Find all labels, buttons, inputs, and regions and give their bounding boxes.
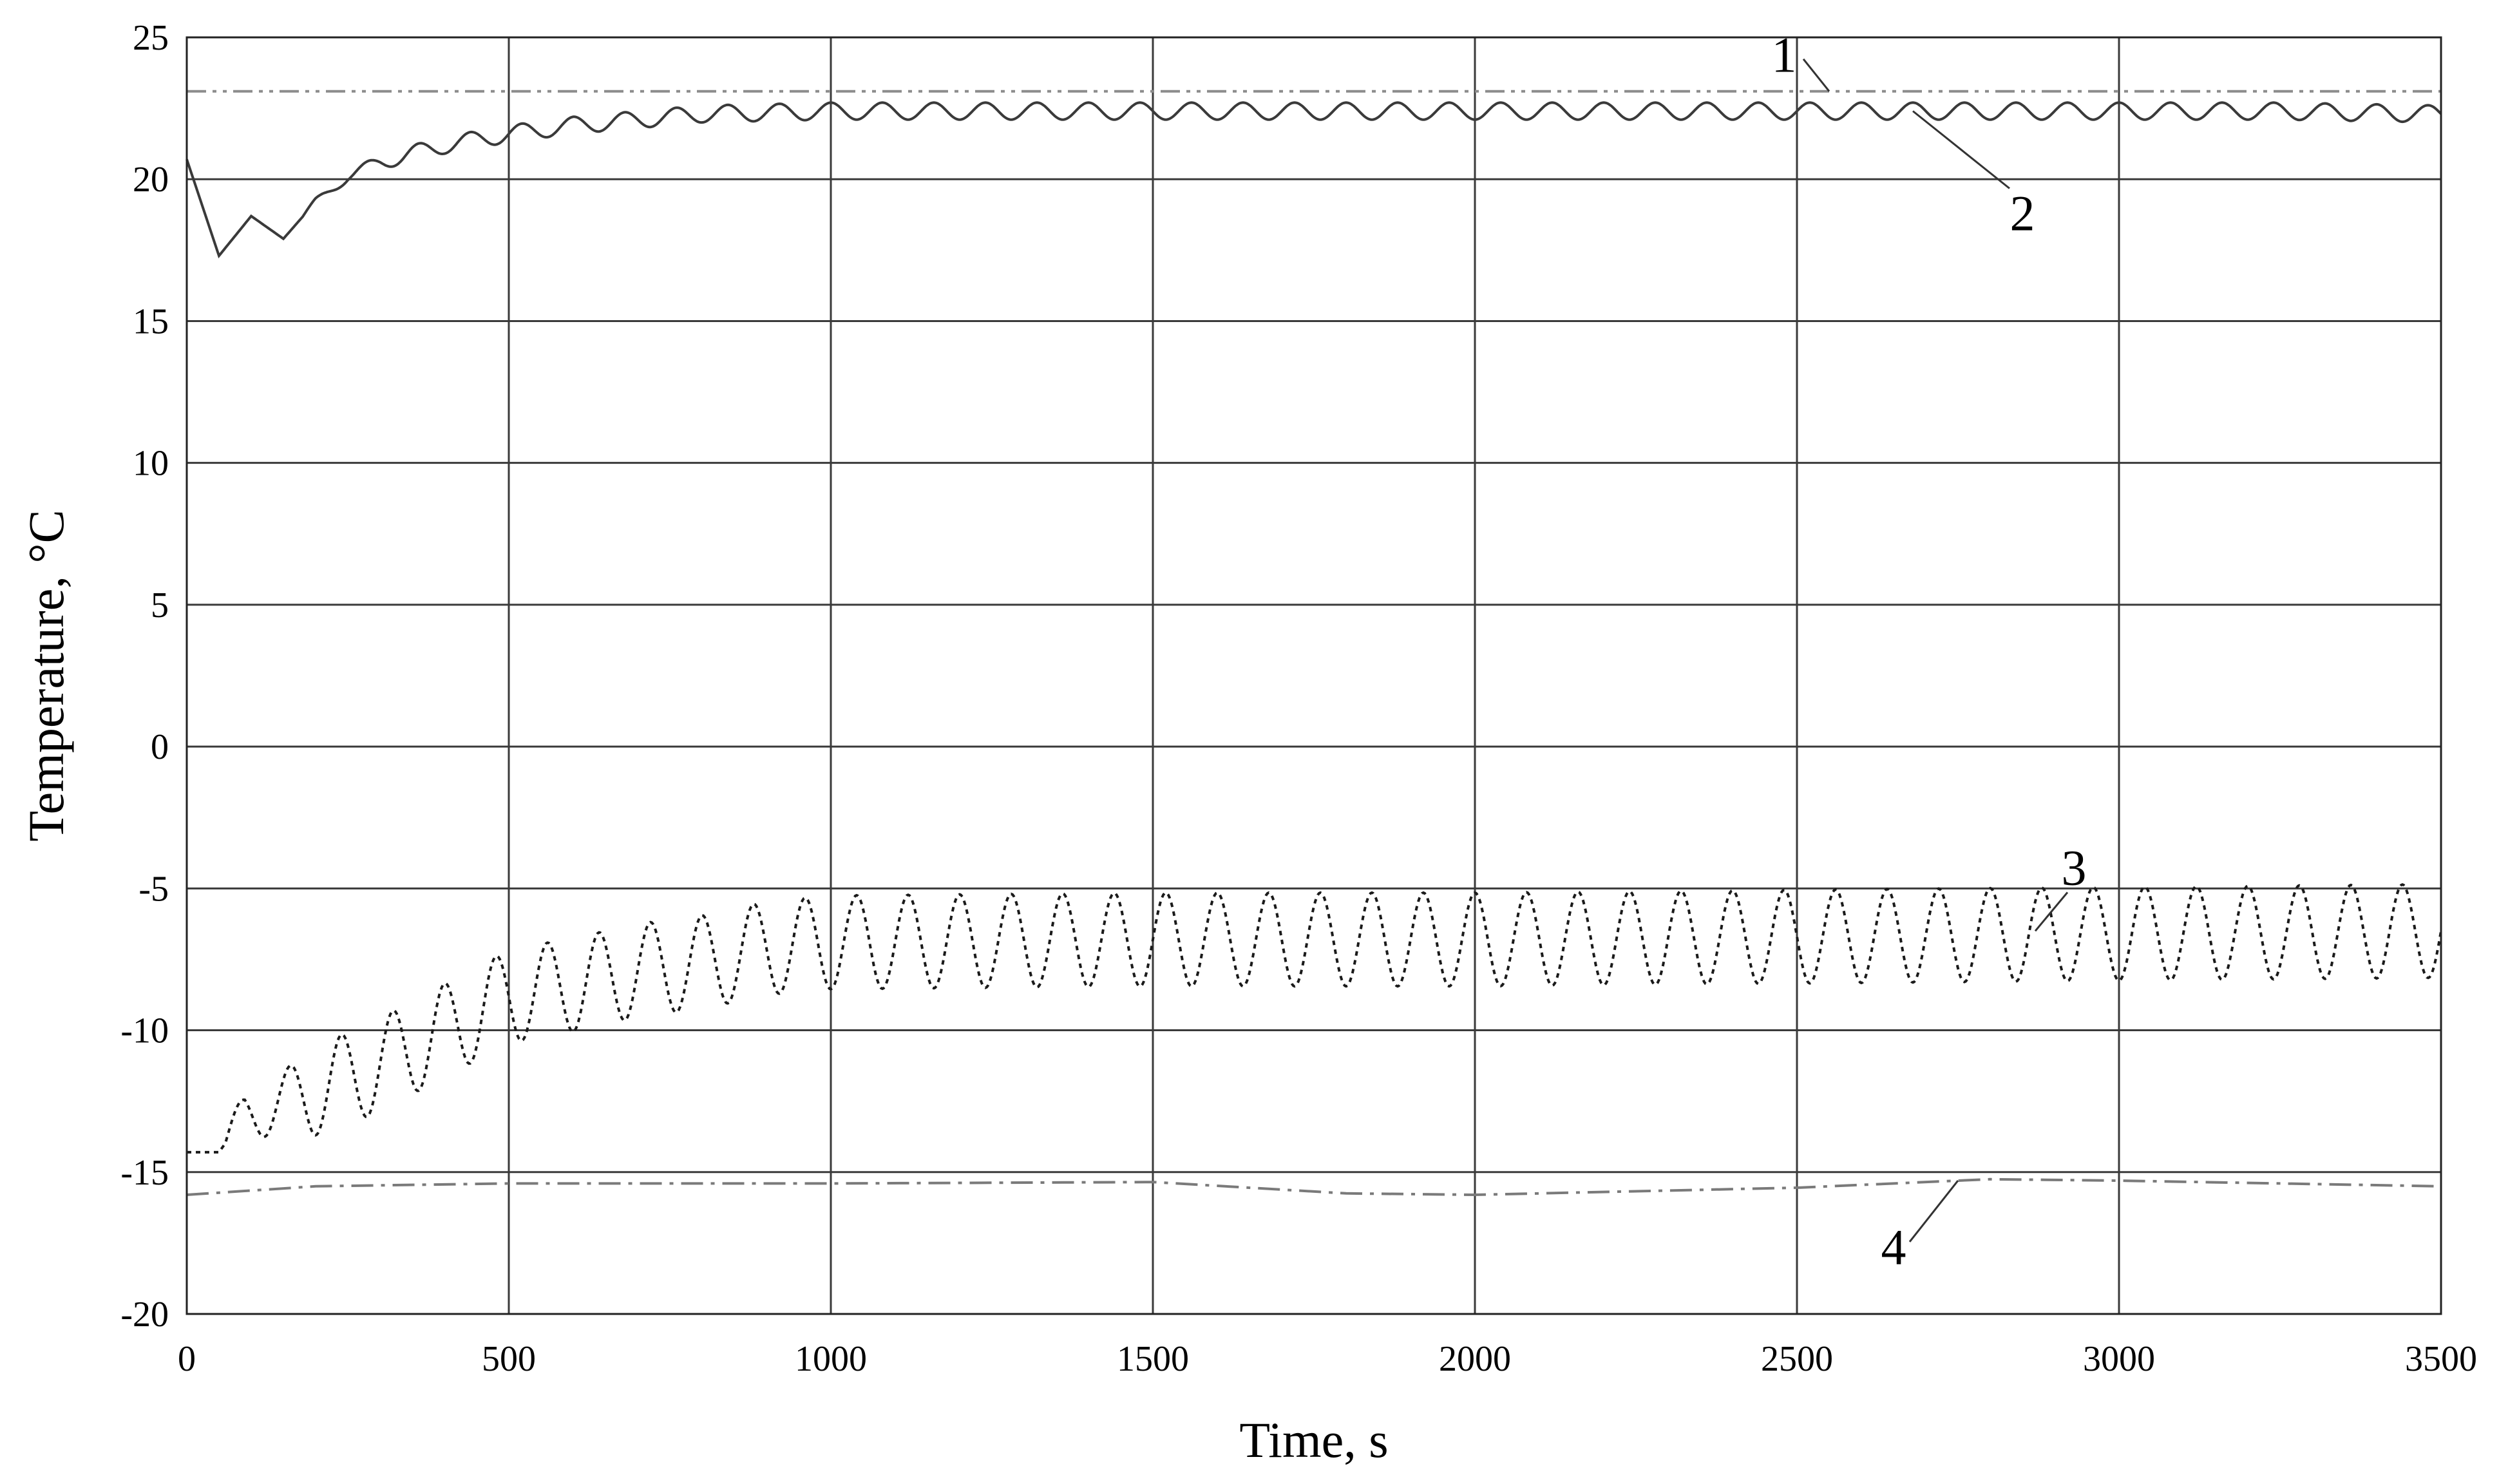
y-tick-label: 10 — [133, 444, 169, 484]
series-line-2 — [185, 101, 2442, 259]
y-tick-label: 20 — [133, 160, 169, 200]
y-tick-label: -20 — [120, 1295, 169, 1335]
y-tick-label: 25 — [133, 18, 169, 58]
callout-label: 3 — [2062, 839, 2087, 895]
plot-frame — [185, 36, 2442, 1315]
callout-leader — [1912, 110, 2010, 189]
x-axis-title: Time, s — [1239, 1412, 1388, 1468]
x-tick-label: 2000 — [1439, 1339, 1511, 1379]
y-tick-label: 5 — [151, 585, 169, 625]
callout-leader — [2034, 891, 2069, 932]
y-tick-label: -10 — [120, 1011, 169, 1051]
x-tick-label: 1000 — [795, 1339, 867, 1379]
y-tick-label: 0 — [151, 727, 169, 767]
y-axis-title: Temperature, °C — [18, 509, 74, 841]
callout-label: 1 — [1772, 27, 1797, 83]
x-tick-label: 2500 — [1761, 1339, 1833, 1379]
callout-leader — [1908, 1180, 1959, 1242]
y-tick-label: 15 — [133, 301, 169, 341]
series-callouts: 1 2 3 4 — [1772, 27, 2087, 1275]
y-tick-labels: 25 20 15 10 5 0 -5 -10 -15 -20 — [120, 18, 169, 1335]
y-tick-label: -5 — [138, 869, 169, 909]
x-tick-labels: 0 500 1000 1500 2000 2500 3000 3500 — [178, 1339, 2477, 1379]
callout-label: 2 — [2010, 186, 2035, 242]
series-line-4 — [186, 1177, 2442, 1197]
callout-label: 4 — [1881, 1219, 1906, 1275]
callout-leader — [1802, 58, 1830, 92]
x-tick-label: 500 — [482, 1339, 536, 1379]
x-tick-label: 0 — [178, 1339, 196, 1379]
series-lines — [185, 90, 2442, 1197]
x-tick-label: 1500 — [1117, 1339, 1189, 1379]
x-tick-label: 3500 — [2405, 1339, 2477, 1379]
x-tick-label: 3000 — [2083, 1339, 2155, 1379]
y-tick-label: -15 — [120, 1153, 169, 1193]
